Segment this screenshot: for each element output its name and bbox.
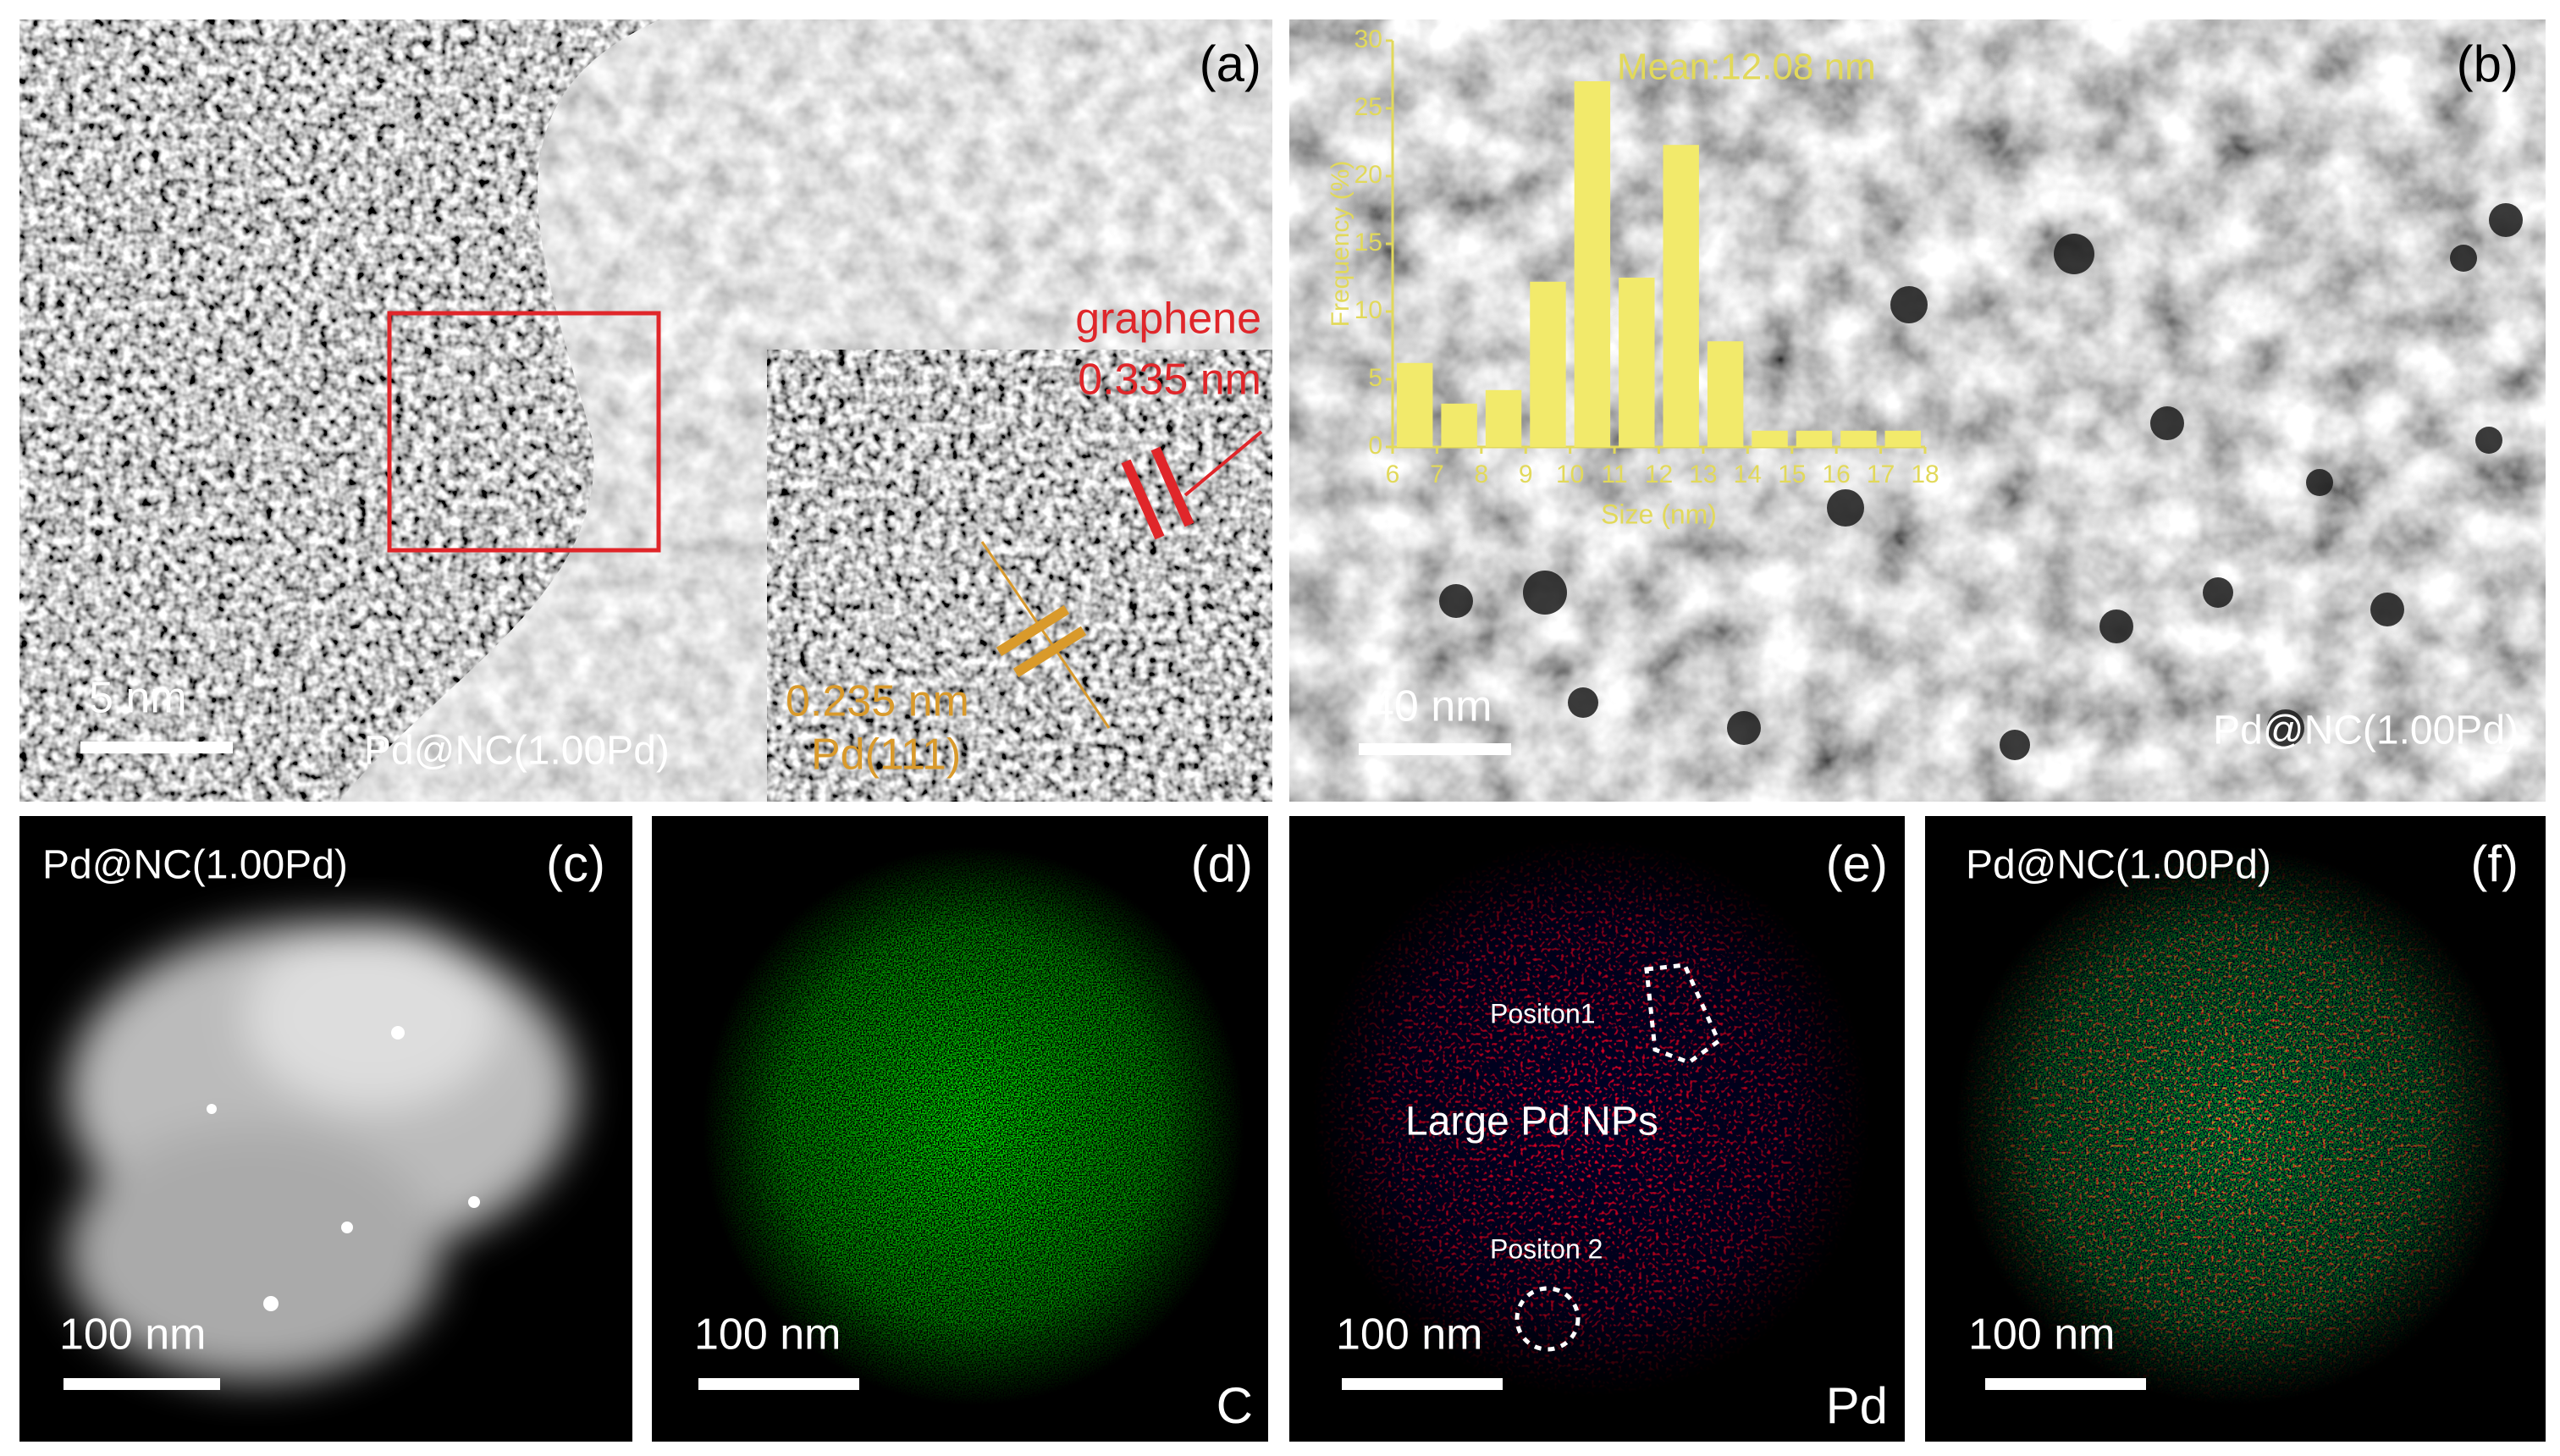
graphene-marker (1121, 430, 1263, 540)
histogram: 0 5 10 15 20 25 30 6 7 8 9 10 11 12 13 14 15 16 17 18 Size (… (1327, 25, 1939, 530)
inset-image (767, 350, 1272, 802)
y-tick-label: 0 (1368, 432, 1382, 460)
x-tick-label: 17 (1867, 461, 1895, 488)
x-tick-label: 10 (1556, 461, 1584, 488)
panel-b: (b) 40 nm Pd@NC(1.00Pd) 0 5 10 15 20 25 30 6 7 8 9… (1289, 19, 2546, 802)
position-marker (1644, 962, 1722, 1065)
carbon-map (652, 816, 1268, 1442)
annotation: Pd(111) (811, 731, 961, 780)
annotation: graphene (1075, 295, 1261, 344)
sample-label: Pd@NC(1.00Pd) (2213, 709, 2519, 753)
x-tick-label: 18 (1911, 461, 1939, 488)
particles (207, 1026, 480, 1311)
position-marker (1514, 1286, 1581, 1352)
panel-label: (c) (546, 836, 605, 892)
bar (1663, 145, 1699, 447)
annotation: Large Pd NPs (1405, 1100, 1658, 1144)
sample-label: Pd@NC(1.00Pd) (364, 729, 670, 774)
y-tick-label: 25 (1354, 93, 1382, 121)
particles (1439, 203, 2523, 760)
x-tick-label: 11 (1602, 461, 1628, 488)
scale-bar-label: 100 nm (59, 1310, 206, 1359)
x-tick-label: 13 (1689, 461, 1717, 488)
annotation: Mean:12.08 nm (1617, 47, 1876, 88)
annotation: 0.235 nm (786, 677, 969, 726)
panel-d: (d) 100 nm C (652, 816, 1268, 1442)
pd-marker (980, 541, 1111, 729)
x-tick-label: 16 (1822, 461, 1850, 488)
bar (1796, 430, 1833, 447)
sample-label: Pd@NC(1.00Pd) (1966, 843, 2271, 888)
panel-label: (d) (1191, 836, 1253, 892)
x-tick-label: 14 (1734, 461, 1762, 488)
scale-bar-label: 100 nm (1336, 1310, 1482, 1359)
x-tick-label: 15 (1778, 461, 1806, 488)
bar (1397, 362, 1433, 447)
panel-label: (e) (1826, 836, 1888, 892)
scale-bar-label: 40 nm (1370, 682, 1492, 731)
y-tick-label: 5 (1368, 364, 1382, 392)
x-tick-label: 6 (1386, 461, 1400, 488)
panel-label: (f) (2470, 836, 2519, 892)
annotation: Positon1 (1490, 998, 1596, 1029)
y-tick-label: 30 (1354, 25, 1382, 53)
panel-c: Pd@NC(1.00Pd) (c) 100 nm (19, 816, 632, 1442)
bar (1707, 341, 1744, 447)
bar (1485, 389, 1522, 447)
x-tick-label: 9 (1519, 461, 1533, 488)
x-tick-label: 8 (1474, 461, 1488, 488)
pd-map (1289, 816, 1905, 1442)
element-label: Pd (1826, 1377, 1888, 1434)
bar (1574, 81, 1611, 447)
bar (1619, 278, 1655, 447)
bar (1752, 430, 1788, 447)
bar (1884, 430, 1921, 447)
y-tick-label: 15 (1354, 229, 1382, 256)
panel-label: (a) (1200, 36, 1261, 92)
annotation: Positon 2 (1490, 1233, 1603, 1264)
scale-bar-label: 100 nm (694, 1310, 841, 1359)
sample-label: Pd@NC(1.00Pd) (42, 843, 348, 888)
panel-f: Pd@NC(1.00Pd) (f) 100 nm (1925, 816, 2546, 1442)
bar (1840, 430, 1877, 447)
particle-aggregate (68, 923, 576, 1380)
element-label: C (1217, 1377, 1253, 1434)
zoom-box (387, 311, 661, 553)
y-axis-title: Frequency (%) (1327, 161, 1354, 328)
bar (1441, 403, 1477, 447)
panel-a: (a) 5 nm Pd@NC(1.00Pd) graphene 0.335 nm… (19, 19, 1272, 802)
y-tick-label: 20 (1354, 161, 1382, 189)
panel-e: Positon1 Large Pd NPs Positon 2 (e) 100 … (1289, 816, 1905, 1442)
bar (1530, 281, 1566, 447)
annotation: 0.335 nm (1078, 356, 1261, 405)
y-tick-label: 10 (1354, 296, 1382, 324)
panel-label: (b) (2457, 36, 2519, 92)
x-axis-title: Size (nm) (1601, 499, 1717, 529)
pd-map (1925, 816, 2546, 1442)
scale-bar-label: 100 nm (1968, 1310, 2115, 1359)
x-tick-label: 12 (1645, 461, 1673, 488)
x-tick-label: 7 (1430, 461, 1444, 488)
scale-bar-label: 5 nm (89, 674, 187, 723)
